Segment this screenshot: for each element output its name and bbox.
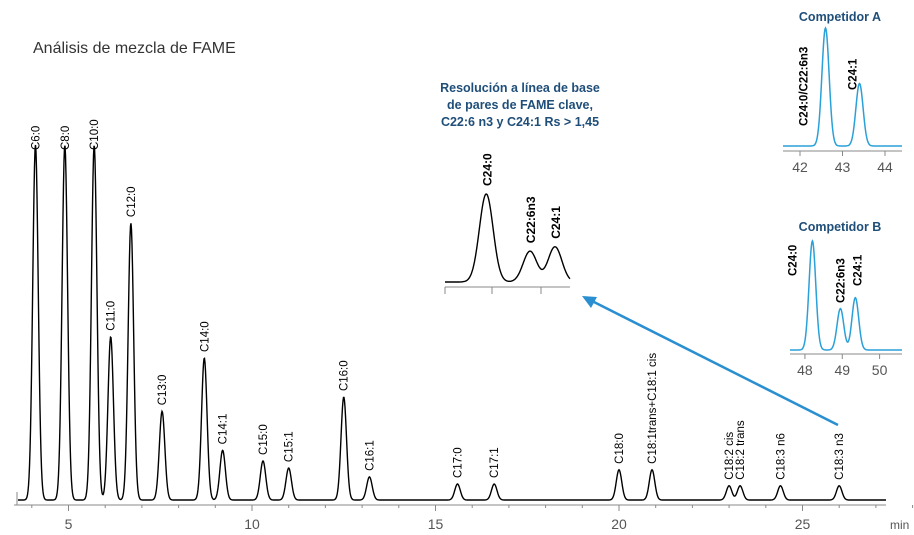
main-tick-label: 10 (244, 516, 260, 532)
main-tick-label: 5 (65, 516, 73, 532)
callout-arrow-head (582, 296, 597, 308)
peak-label-c17-1: C17:1 (489, 447, 501, 478)
peak-label-c15-0: C15:0 (258, 424, 270, 455)
zoom-peak-label-c24-0: C24:0 (480, 153, 494, 186)
chart-title: Análisis de mezcla de FAME (33, 40, 236, 57)
competitor-a-tick-label: 44 (877, 159, 893, 175)
competitor-b-trace (790, 239, 902, 351)
competitor-b-tick-label: 49 (834, 362, 850, 378)
zoom-peak-label-c22-6n3: C22:6n3 (524, 196, 538, 243)
competitor-a-title: Competidor A (799, 10, 881, 24)
main-tick-label: 20 (611, 516, 627, 532)
main-tick-label: 25 (795, 516, 811, 532)
competitor-b-peak-label-c24-1: C24:1 (852, 254, 864, 286)
peak-label-c14-1: C14:1 (218, 414, 230, 445)
peak-label-c18-1trans-c18-1-cis: C18:1trans+C18:1 cis (647, 353, 659, 464)
peak-label-c12-0: C12:0 (126, 186, 138, 217)
competitor-a-peak-label-c24-0-c22-6n3: C24:0/C22:6n3 (799, 47, 811, 126)
competitor-a-tick-label: 43 (835, 159, 851, 175)
peak-label-c18-3-n3: C18:3 n3 (834, 433, 846, 480)
peak-label-c18-2-cis: C18:2 cis (724, 432, 736, 480)
peak-label-c18-3-n6: C18:3 n6 (775, 433, 787, 480)
resolution-note-line-2: de pares de FAME clave, (447, 98, 593, 112)
peak-label-c13-0: C13:0 (157, 375, 169, 406)
resolution-note-line-1: Resolución a línea de base (440, 81, 600, 95)
zoom-trace (445, 193, 571, 283)
competitor-b-peak-label-c22-6n3: C22:6n3 (835, 258, 847, 303)
peak-label-c11-0: C11:0 (106, 301, 118, 331)
peak-label-c18-0: C18:0 (614, 433, 626, 464)
resolution-note: Resolución a línea de base de pares de F… (400, 80, 640, 131)
competitor-a-peak-label-c24-1: C24:1 (848, 58, 860, 90)
peak-label-c17-0: C17:0 (453, 447, 465, 478)
main-chromatogram-trace (18, 144, 886, 501)
main-tick-label: 15 (428, 516, 444, 532)
competitor-b-tick-label: 50 (872, 362, 888, 378)
competitor-a-tick-label: 42 (792, 159, 808, 175)
main-x-unit: min (890, 518, 909, 532)
peak-label-c15-1: C15:1 (284, 431, 296, 462)
peak-label-c16-0: C16:0 (339, 360, 351, 391)
peak-label-c16-1: C16:1 (364, 440, 376, 471)
peak-label-c6-0: C6:0 (30, 126, 42, 150)
callout-arrow-line (591, 299, 839, 427)
resolution-note-line-3: C22:6 n3 y C24:1 Rs > 1,45 (440, 115, 600, 129)
peak-label-c10-0: C10:0 (89, 119, 101, 150)
competitor-b-title: Competidor B (799, 220, 882, 234)
competitor-b-tick-label: 48 (797, 362, 813, 378)
peak-label-c18-2-trans: C18:2 trans (735, 420, 747, 480)
competitor-a-trace (783, 26, 902, 147)
zoom-peak-label-c24-1: C24:1 (549, 206, 563, 239)
peak-label-c14-0: C14:0 (199, 321, 211, 352)
competitor-b-peak-label-c24-0: C24:0 (787, 245, 799, 276)
peak-label-c8-0: C8:0 (60, 126, 72, 150)
